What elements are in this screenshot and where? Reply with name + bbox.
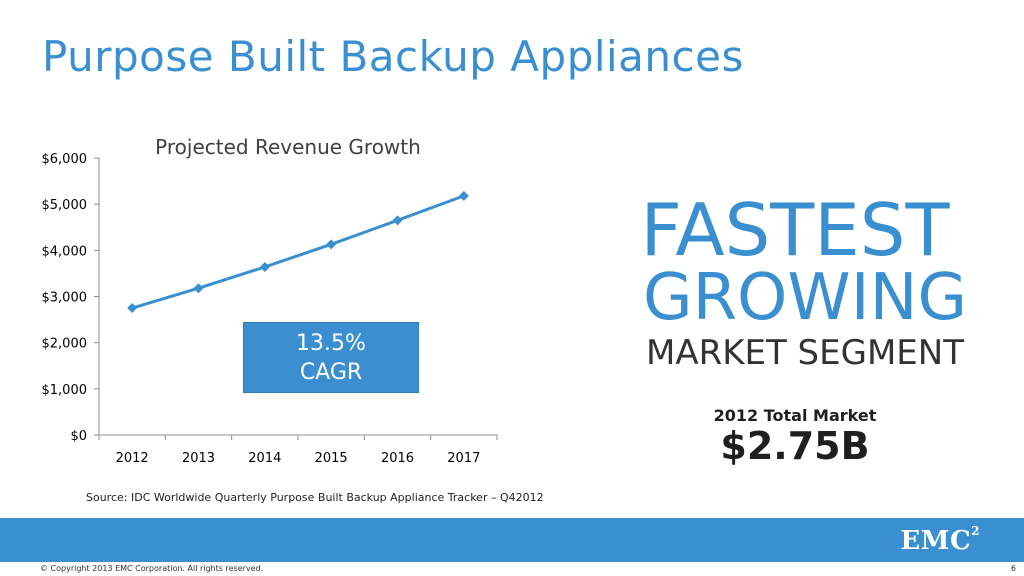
y-tick-label: $1,000 (42, 383, 88, 398)
data-point (127, 303, 138, 314)
cagr-value: 13.5% (296, 331, 366, 356)
data-point (193, 283, 204, 294)
headline-market-segment: MARKET SEGMENT (645, 333, 964, 373)
x-tick-label: 2015 (315, 451, 348, 466)
headline-fastest: FASTEST (640, 188, 950, 272)
logo-text: EMC (900, 526, 972, 556)
data-point (326, 239, 337, 250)
emc-logo: EMC2 (900, 524, 980, 556)
y-tick-label: $3,000 (42, 291, 88, 306)
data-point (259, 261, 270, 272)
page-number: 6 (1010, 564, 1016, 573)
data-point (458, 190, 469, 201)
y-tick-label: $5,000 (42, 198, 88, 213)
x-tick-label: 2016 (381, 451, 414, 466)
series-line (131, 194, 465, 310)
headline-growing: GROWING (642, 261, 968, 335)
logo-superscript: 2 (971, 524, 980, 539)
copyright-text: © Copyright 2013 EMC Corporation. All ri… (40, 564, 264, 573)
footer-bar: EMC2 (0, 518, 1024, 562)
y-tick-label: $0 (70, 429, 87, 444)
cagr-label: CAGR (299, 360, 363, 385)
x-tick-label: 2012 (116, 451, 149, 466)
cagr-callout: 13.5% CAGR (243, 322, 419, 393)
y-tick-label: $4,000 (42, 244, 88, 259)
y-tick-label: $6,000 (42, 152, 88, 167)
x-tick-label: 2017 (447, 451, 480, 466)
source-note: Source: IDC Worldwide Quarterly Purpose … (86, 491, 544, 504)
total-market-value: $2.75B (720, 424, 870, 468)
x-tick-label: 2014 (248, 451, 281, 466)
data-point (392, 215, 403, 226)
chart-title: Projected Revenue Growth (155, 135, 421, 159)
slide-title: Purpose Built Backup Appliances (42, 32, 744, 81)
x-tick-label: 2013 (182, 451, 215, 466)
total-market-label: 2012 Total Market (713, 406, 877, 425)
y-tick-label: $2,000 (42, 337, 88, 352)
